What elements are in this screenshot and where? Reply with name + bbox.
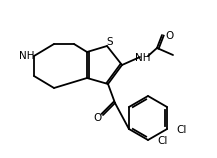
- Text: Cl: Cl: [157, 136, 167, 146]
- Text: NH: NH: [19, 51, 35, 61]
- Text: Cl: Cl: [176, 125, 186, 135]
- Text: O: O: [93, 113, 101, 123]
- Text: S: S: [107, 37, 113, 47]
- Text: O: O: [165, 31, 173, 41]
- Text: NH: NH: [135, 53, 151, 63]
